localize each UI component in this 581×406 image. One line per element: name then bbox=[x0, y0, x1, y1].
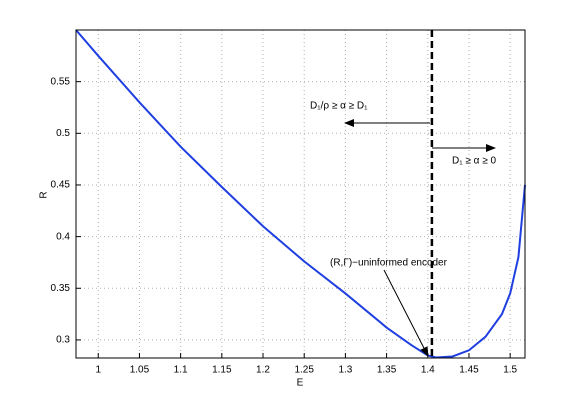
x-tick-label: 1.25 bbox=[294, 365, 314, 376]
x-tick-label: 1.45 bbox=[459, 365, 479, 376]
x-tick-label: 1.2 bbox=[256, 365, 270, 376]
x-tick-label: 1 bbox=[95, 365, 101, 376]
x-tick-label: 1.15 bbox=[212, 365, 232, 376]
x-tick-label: 1.3 bbox=[338, 365, 352, 376]
x-tick-label: 1.5 bbox=[503, 365, 517, 376]
annotation: (R,Γ)−uninformed encoder bbox=[330, 258, 448, 269]
x-tick-label: 1.35 bbox=[377, 365, 397, 376]
x-tick-label: 1.1 bbox=[174, 365, 188, 376]
y-axis-label: R bbox=[39, 191, 50, 198]
annotation: D₁/ρ ≥ α ≥ D₁ bbox=[310, 101, 368, 112]
y-tick-label: 0.3 bbox=[56, 335, 70, 346]
arrow bbox=[383, 269, 429, 357]
axes-box bbox=[75, 29, 526, 359]
annotation: D₁ ≥ α ≥ 0 bbox=[452, 156, 496, 167]
y-tick-label: 0.5 bbox=[56, 128, 70, 139]
y-tick-label: 0.55 bbox=[51, 76, 71, 87]
line-series bbox=[75, 29, 526, 359]
x-tick-label: 1.4 bbox=[421, 365, 435, 376]
x-axis-label: E bbox=[297, 378, 304, 389]
y-tick-label: 0.45 bbox=[51, 180, 71, 191]
y-tick-label: 0.4 bbox=[56, 231, 70, 242]
plot-area bbox=[76, 30, 525, 358]
x-tick-label: 1.05 bbox=[130, 365, 150, 376]
y-tick-label: 0.35 bbox=[51, 283, 71, 294]
